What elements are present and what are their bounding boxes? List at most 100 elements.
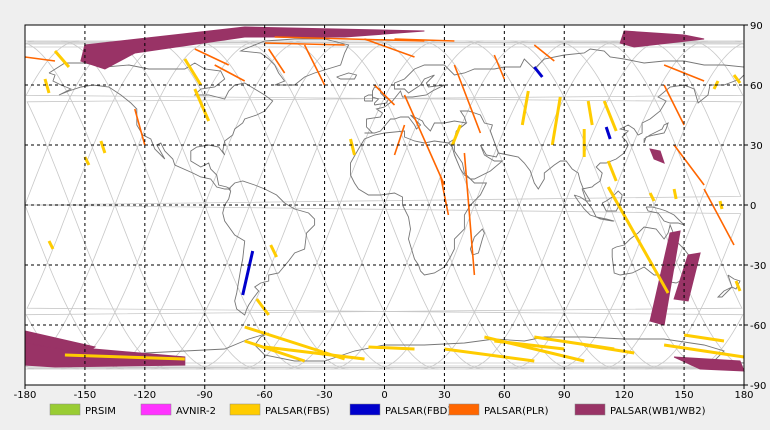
palsar-wb-swath [619,30,705,48]
palsar-fbs-swath [264,345,365,361]
palsar-plr-swath [373,84,396,106]
x-tick-label: 30 [438,390,451,401]
x-tick-label: 60 [498,390,511,401]
palsar-plr-swath [214,64,246,82]
palsar-fbs-swath [183,58,203,86]
x-tick-label: 120 [615,390,634,401]
x-tick-label: -150 [74,390,97,401]
palsar-fbs-swath [672,188,678,200]
palsar-fbs-swath [583,343,635,355]
legend-label: PALSAR(FBS) [265,406,330,417]
legend-label: PALSAR(PLR) [484,406,549,417]
palsar-fbs-swath [255,298,270,316]
palsar-fbs-swath [732,74,742,84]
legend-label: PALSAR(WB1/WB2) [610,406,706,417]
palsar-plr-swath [663,84,685,126]
coastline [239,38,350,86]
legend-swatch [448,403,480,416]
x-tick-label: 90 [558,390,571,401]
legend-swatch [229,403,261,416]
palsar-plr-swath [394,38,455,42]
palsar-plr-swath [264,42,345,46]
palsar-wb-swath [80,26,425,70]
palsar-fbs-swath [550,96,562,146]
palsar-plr-swath [24,56,56,62]
coastlines [24,38,745,364]
y-tick-label: 0 [750,201,756,212]
palsar-plr-swath [268,48,286,74]
coastline [366,48,745,202]
palsar-fbs-swath [683,333,725,343]
palsar-fbs-swath [99,140,107,154]
palsar-fbs-swath [451,124,462,146]
palsar-plr-swath [274,36,425,42]
legend-swatch [574,403,606,416]
y-tick-label: -60 [750,321,766,332]
graticule [25,25,744,385]
orbit-track [27,40,744,370]
coastline [222,180,316,316]
palsar-plr-swath [453,64,482,134]
x-tick-label: -120 [133,390,156,401]
palsar-fbs-swath [349,138,356,156]
coastline [350,114,488,276]
coastline [453,110,504,180]
palsar-fbs-swath [663,343,745,359]
palsar-fbs-swath [193,88,211,122]
legend-label: PALSAR(FBD) [385,406,451,417]
palsar-fbs-swath [606,186,670,294]
palsar-wb-swath [649,230,681,326]
palsar-fbs-swath [494,339,565,351]
y-tick-label: -90 [750,381,766,392]
palsar-plr-swath [194,48,230,66]
coastline [595,216,615,222]
coastline [469,228,485,256]
x-tick-label: 180 [734,390,753,401]
palsar-fbs-swath [47,240,55,250]
palsar-plr-swath [463,152,476,276]
palsar-fbs-swath [244,339,306,363]
orbit-track [25,40,742,370]
palsar-plr-swath [364,38,415,58]
legend-label: PRSIM [85,406,116,417]
palsar-plr-swath [493,54,506,80]
palsar-fbs-swath [520,90,530,126]
palsar-plr-swath [703,188,735,246]
y-tick-label: 90 [750,21,763,32]
palsar-fbs-swath [83,156,91,166]
palsar-fbd-swath [604,126,612,140]
palsar-fbs-swath [53,50,71,68]
palsar-plr-swath [134,108,146,146]
coastline [645,206,685,226]
latitude-axis: 90 60 30 0 -30 -60 -90 [744,21,766,392]
coastline [48,62,274,190]
x-tick-label: -180 [14,390,37,401]
palsar-plr-swath [303,44,326,86]
palsar-fbs-swath [269,244,278,258]
coastline [364,94,373,102]
legend-swatch [140,403,172,416]
legend-label: AVNIR-2 [176,406,216,417]
x-tick-label: -90 [197,390,213,401]
coastline [601,190,623,212]
y-tick-label: 60 [750,81,763,92]
coastline [611,223,691,284]
y-tick-label: -30 [750,261,766,272]
x-tick-label: -30 [316,390,332,401]
coastline [336,72,358,80]
y-tick-label: 30 [750,141,763,152]
palsar-plr-swath [403,94,446,186]
palsar-plr-swath [673,144,705,186]
x-tick-label: 0 [381,390,387,401]
palsar-fbs-swath [602,100,618,132]
legend-swatch [49,403,81,416]
palsar-plr-swath [533,44,555,62]
coastline [643,122,669,144]
longitude-axis: -180 -150 -120 -90 -60 -30 0 30 60 90 120 150 180 [14,385,754,401]
palsar-wb-swath [649,148,665,164]
palsar-fbs-swath [606,160,618,182]
coastline [716,286,733,298]
palsar-plr-swath [393,124,406,156]
palsar-fbs-swath [368,345,415,351]
